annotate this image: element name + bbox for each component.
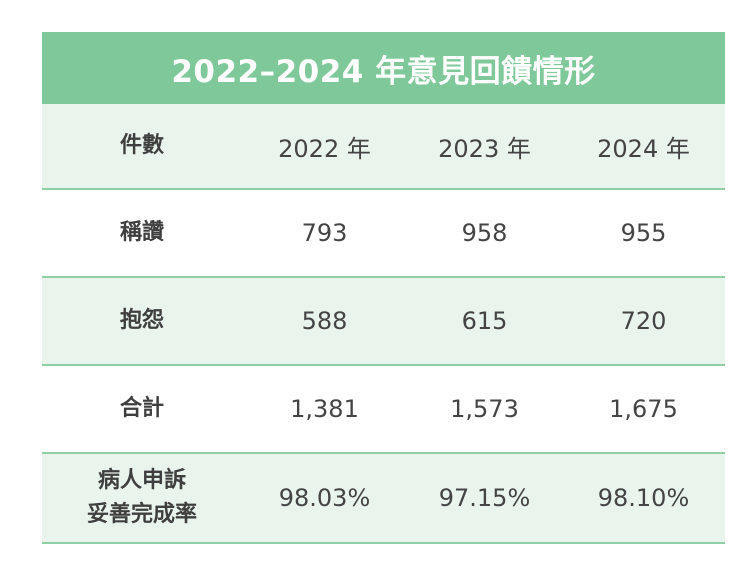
table-row-praise: 稱讚 793 958 955: [42, 190, 725, 278]
feedback-table: 2022–2024 年意見回饋情形 件數 2022 年 2023 年 2024 …: [42, 32, 725, 544]
table-cell: 1,573: [450, 395, 519, 423]
header-row: 件數 2022 年 2023 年 2024 年: [42, 104, 725, 190]
row-label: 合計: [119, 396, 164, 421]
table-cell: 615: [461, 307, 508, 335]
header-year-2024: 2024 年: [597, 134, 690, 163]
row-label: 稱讚: [119, 220, 164, 245]
table-title: 2022–2024 年意見回饋情形: [42, 32, 725, 104]
table-cell: 97.15%: [438, 484, 531, 512]
row-label: 病人申訴 妥善完成率: [42, 464, 242, 532]
table-cell: 958: [461, 219, 508, 247]
table-cell: 793: [301, 219, 348, 247]
table-row-total: 合計 1,381 1,573 1,675: [42, 366, 725, 454]
header-label: 件數: [119, 133, 164, 158]
header-year-2022: 2022 年: [278, 134, 371, 163]
table-cell: 588: [301, 307, 348, 335]
table-cell: 1,675: [609, 395, 678, 423]
table-cell: 98.03%: [278, 484, 371, 512]
table-cell: 720: [620, 307, 667, 335]
table-cell: 955: [620, 219, 667, 247]
table-cell: 1,381: [290, 395, 359, 423]
row-label-line: 妥善完成率: [86, 502, 197, 527]
row-label-line: 病人申訴: [97, 468, 186, 493]
row-label: 抱怨: [119, 308, 164, 333]
header-year-2023: 2023 年: [438, 134, 531, 163]
table-row-resolution-rate: 病人申訴 妥善完成率 98.03% 97.15% 98.10%: [42, 454, 725, 544]
table-row-complaints: 抱怨 588 615 720: [42, 278, 725, 366]
table-cell: 98.10%: [597, 484, 690, 512]
